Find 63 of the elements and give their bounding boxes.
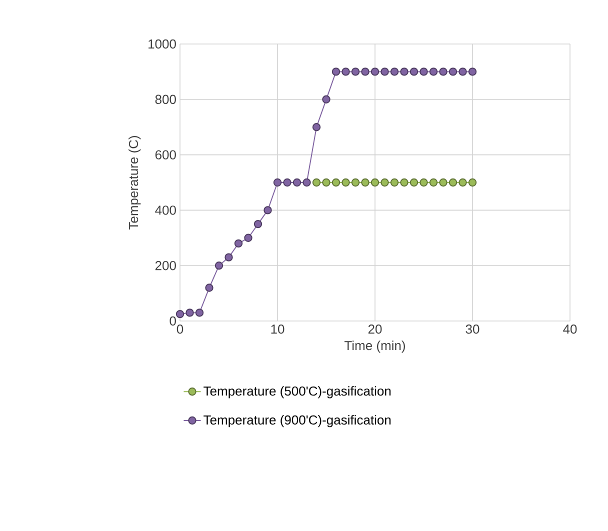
point: [370, 178, 380, 187]
point: [439, 178, 448, 187]
point: [273, 178, 282, 187]
y-tick-label: 1000: [148, 39, 176, 49]
y-tick-label: 0: [170, 316, 176, 326]
point: [205, 284, 214, 292]
point: [448, 178, 458, 187]
y-tick-label: 800: [155, 94, 176, 104]
x-axis-title: Time (min): [344, 340, 405, 353]
point: [400, 178, 408, 187]
point: [244, 234, 252, 242]
point: [332, 68, 340, 76]
point: [420, 68, 428, 76]
point: [410, 68, 418, 76]
point: [390, 68, 399, 76]
x-tick-label: 10: [271, 324, 284, 334]
point: [361, 178, 370, 187]
point: [254, 220, 262, 228]
point: [342, 68, 350, 76]
point: [429, 178, 438, 187]
point: [429, 68, 438, 76]
point: [458, 178, 467, 187]
point: [351, 178, 360, 187]
point: [312, 178, 321, 187]
point: [322, 95, 330, 104]
y-tick-label: 400: [155, 206, 176, 215]
point: [458, 68, 467, 76]
point: [322, 178, 330, 187]
point: [400, 68, 408, 76]
point: [468, 68, 477, 76]
point: [380, 178, 389, 187]
y-tick-label: 600: [155, 150, 176, 160]
x-tick-label: 0: [176, 324, 184, 334]
x-tick-label: 30: [466, 324, 480, 334]
point: [380, 68, 389, 76]
point: [351, 68, 360, 76]
point: [370, 68, 380, 76]
legend-label: Temperature (900'C)-gasification: [204, 415, 391, 428]
point: [224, 253, 233, 262]
point: [302, 178, 311, 187]
point: [186, 308, 194, 317]
legend-label: Temperature (500'C)-gasification: [204, 386, 391, 398]
point: [342, 178, 350, 187]
point: [420, 178, 428, 187]
point: [234, 239, 243, 248]
point: [448, 68, 458, 76]
y-tick-label: 200: [155, 260, 176, 270]
point: [390, 178, 399, 187]
point: [176, 310, 184, 318]
x-tick-label: 40: [563, 324, 577, 334]
point: [439, 68, 448, 76]
point: [292, 178, 302, 187]
point: [332, 178, 340, 187]
point: [410, 178, 418, 187]
point: [312, 123, 321, 132]
point: [283, 178, 292, 187]
point: [195, 308, 204, 317]
point: [264, 206, 272, 214]
point: [361, 68, 370, 76]
y-axis-title: Temperature (C): [128, 136, 141, 230]
point: [468, 178, 477, 187]
x-tick-label: 20: [368, 324, 382, 334]
point: [214, 262, 224, 270]
